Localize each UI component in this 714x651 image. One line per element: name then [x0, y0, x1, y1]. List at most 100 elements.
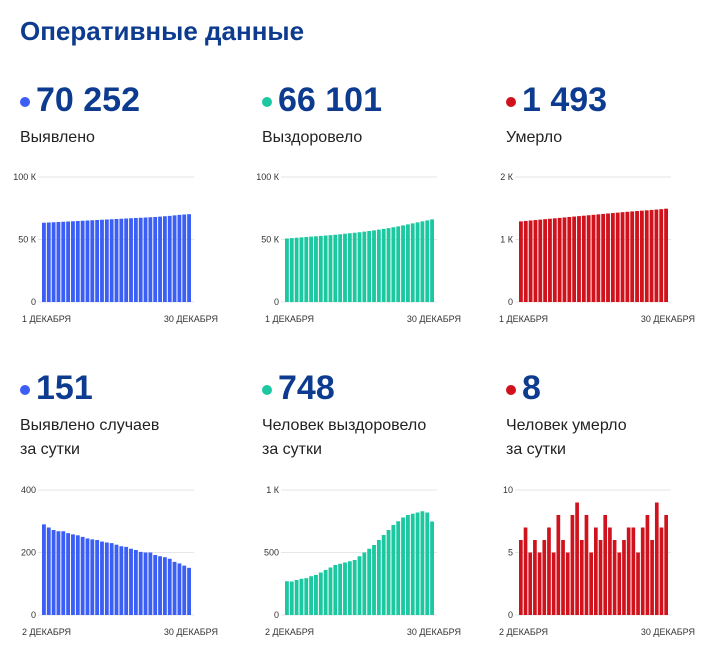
y-tick-label: 10: [503, 485, 513, 495]
bar: [650, 540, 654, 615]
bar: [304, 578, 309, 615]
bar: [603, 515, 608, 615]
bar: [372, 545, 376, 615]
bar: [636, 552, 640, 615]
bar: [612, 540, 617, 615]
bar: [133, 218, 138, 302]
stat-detected: 70 252 Выявлено: [20, 82, 240, 150]
bar: [635, 211, 639, 302]
bar: [285, 238, 289, 302]
bar: [167, 215, 172, 302]
bar: [177, 214, 182, 302]
bar: [90, 220, 95, 302]
bar: [61, 221, 66, 302]
bar: [285, 581, 289, 615]
bar: [109, 543, 114, 615]
y-tick-label: 400: [21, 485, 36, 495]
bar: [138, 551, 143, 615]
bar: [644, 210, 649, 302]
bar: [430, 521, 434, 615]
bar: [645, 515, 650, 615]
bar: [129, 548, 133, 615]
bar: [61, 531, 66, 615]
bar: [649, 209, 654, 302]
bar: [391, 227, 396, 302]
bar: [589, 552, 593, 615]
bar: [318, 235, 323, 302]
chart-recovered-total: 100 К 50 К 0 1 ДЕКАБРЯ 30 ДЕКАБРЯ: [256, 172, 461, 324]
bar: [104, 542, 109, 615]
bar: [565, 552, 570, 615]
bar: [519, 540, 523, 615]
stat-label: Выздоровело: [262, 129, 363, 146]
bar: [328, 567, 333, 615]
bar: [610, 213, 615, 302]
bar: [410, 223, 415, 302]
bar: [46, 527, 51, 615]
bar: [42, 524, 46, 615]
bar: [396, 521, 401, 615]
bar: [664, 515, 668, 615]
bar: [405, 515, 410, 615]
bar: [95, 220, 100, 302]
bar: [51, 530, 56, 615]
bar: [352, 232, 357, 302]
green-dot-icon: [262, 97, 272, 107]
bar: [362, 552, 367, 615]
x-tick-label-start: 2 ДЕКАБРЯ: [265, 627, 314, 637]
bar: [162, 557, 167, 615]
bar: [386, 530, 391, 615]
bar: [299, 578, 304, 615]
bar: [309, 236, 314, 302]
bar: [591, 214, 596, 302]
stat-value: 70 252: [36, 81, 140, 119]
bar: [158, 556, 162, 615]
bar: [119, 218, 124, 302]
bar: [626, 527, 631, 615]
bar: [333, 565, 338, 615]
bar: [352, 560, 357, 615]
bar: [133, 550, 138, 615]
x-tick-label-start: 1 ДЕКАБРЯ: [499, 314, 548, 324]
stat-detected-daily: 151 Выявлено случаев за сутки: [20, 370, 240, 462]
bar: [579, 540, 584, 615]
y-tick-label: 0: [31, 610, 36, 620]
bar: [362, 231, 367, 302]
bar: [523, 220, 528, 302]
bar: [537, 552, 542, 615]
bar: [46, 222, 51, 302]
bar: [376, 229, 381, 302]
bar: [51, 222, 56, 302]
bar: [71, 221, 75, 302]
bar: [381, 228, 386, 302]
bar: [343, 233, 347, 302]
bar: [66, 221, 71, 302]
bar: [129, 218, 133, 302]
y-tick-label: 2 К: [500, 172, 514, 182]
bar: [415, 512, 420, 615]
x-tick-label-end: 30 ДЕКАБРЯ: [641, 627, 695, 637]
bar: [542, 540, 547, 615]
bar: [654, 502, 659, 615]
bar: [584, 515, 589, 615]
bar: [314, 236, 318, 302]
bar: [66, 533, 71, 615]
bar: [56, 531, 61, 615]
bar: [148, 552, 153, 615]
stat-value: 1 493: [522, 81, 608, 119]
bar: [85, 538, 90, 615]
bar: [177, 563, 182, 615]
bar: [85, 220, 90, 302]
bar: [187, 214, 191, 302]
bar: [172, 215, 177, 302]
bar: [528, 220, 533, 302]
bar: [372, 230, 376, 302]
y-tick-label: 5: [508, 548, 513, 558]
bar: [659, 527, 664, 615]
bar: [318, 572, 323, 615]
bar: [338, 563, 343, 615]
bar: [104, 219, 109, 302]
x-tick-label-start: 1 ДЕКАБРЯ: [265, 314, 314, 324]
bar: [114, 219, 119, 302]
bar: [415, 222, 420, 302]
